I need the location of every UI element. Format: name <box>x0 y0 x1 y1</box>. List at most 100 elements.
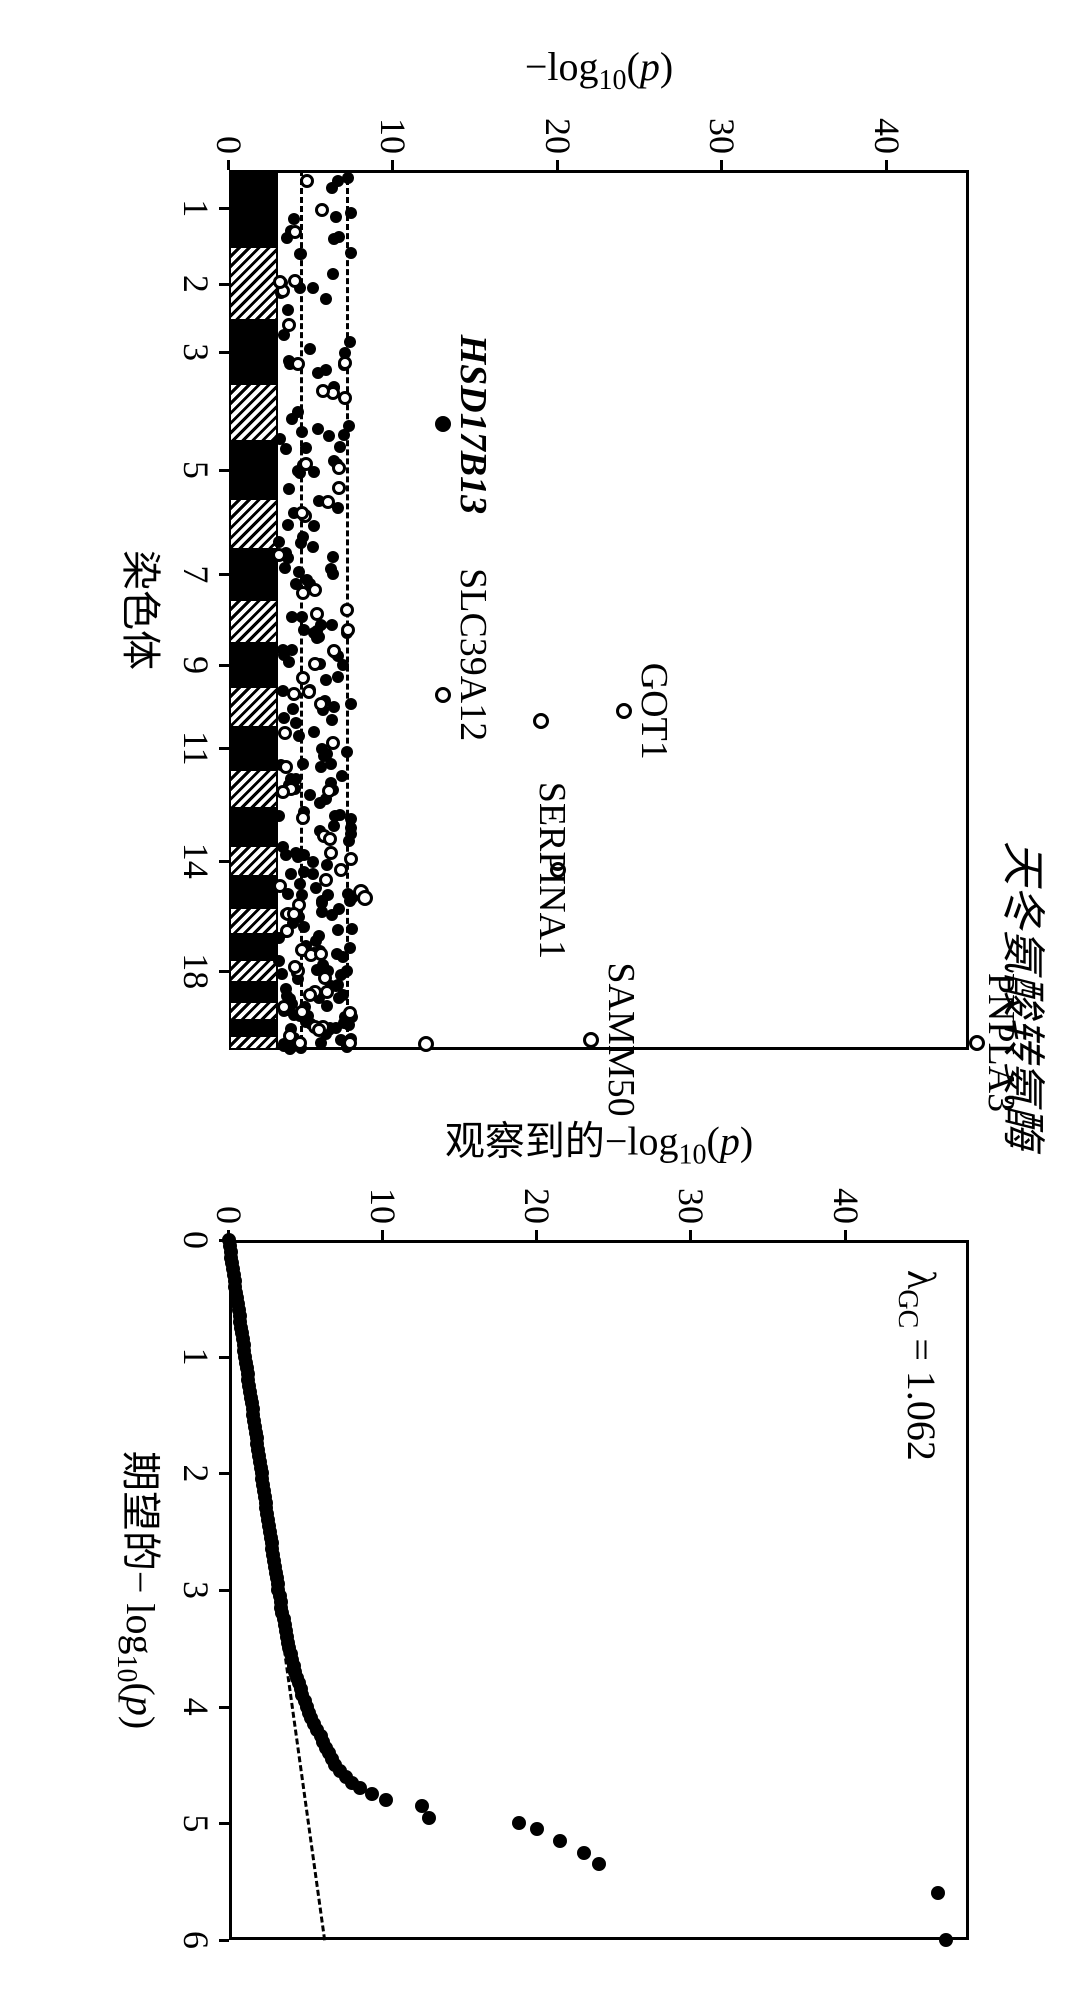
manhattan-point <box>293 1036 307 1050</box>
manhattan-point <box>296 426 308 438</box>
manhattan-point <box>278 726 292 740</box>
manhattan-point <box>297 758 309 770</box>
x-tick-label: 5 <box>175 461 217 479</box>
y-tick <box>227 160 230 170</box>
manhattan-point <box>279 562 291 574</box>
manhattan-point <box>320 985 334 999</box>
manhattan-point <box>296 611 308 623</box>
qq-point <box>512 1816 526 1830</box>
manhattan-point <box>277 1000 291 1014</box>
y-tick-label: 20 <box>537 118 579 154</box>
chrom-bar <box>229 1035 278 1050</box>
manhattan-point <box>311 625 323 637</box>
x-tick-label: 1 <box>175 199 217 217</box>
manhattan-point <box>324 832 338 846</box>
manhattan-point <box>343 420 355 432</box>
y-tick-label: 30 <box>671 1188 713 1224</box>
y-tick-label: 40 <box>825 1188 867 1224</box>
manhattan-hit <box>435 416 451 432</box>
manhattan-point <box>332 671 344 683</box>
x-tick <box>219 1472 229 1475</box>
manhattan-point <box>328 233 340 245</box>
chrom-bar <box>229 809 278 844</box>
x-tick-label: 9 <box>175 656 217 674</box>
manhattan-point <box>332 924 344 936</box>
chrom-bar <box>229 686 278 727</box>
qq-point <box>553 1834 567 1848</box>
x-tick <box>219 1706 229 1709</box>
x-tick <box>219 283 229 286</box>
manhattan-point <box>321 1000 333 1012</box>
manhattan-point <box>337 951 349 963</box>
manhattan-point <box>342 172 354 184</box>
chrom-bar <box>229 498 278 550</box>
manhattan-point <box>334 863 348 877</box>
manhattan-point <box>344 852 358 866</box>
manhattan-point <box>282 318 296 332</box>
manhattan-point <box>341 623 355 637</box>
manhattan-point <box>319 873 333 887</box>
manhattan-point <box>308 583 322 597</box>
manhattan-point <box>341 746 353 758</box>
x-tick <box>219 1589 229 1592</box>
y-tick-label: 0 <box>208 1206 250 1224</box>
manhattan-point <box>338 391 352 405</box>
x-tick-label: 5 <box>175 1814 217 1832</box>
manhattan-hit <box>418 1036 434 1052</box>
qq-plot: 0123456010203040观察到的−log10(p)期望的− log10(… <box>229 1240 969 1940</box>
y-tick <box>535 1230 538 1240</box>
manhattan-point <box>283 656 295 668</box>
manhattan-point <box>308 726 320 738</box>
manhattan-point <box>310 607 324 621</box>
x-tick-label: 2 <box>175 275 217 293</box>
x-tick <box>219 664 229 667</box>
chrom-bar <box>229 550 278 599</box>
chrom-bar <box>229 1001 278 1020</box>
manhattan-point <box>298 921 310 933</box>
x-tick <box>219 351 229 354</box>
manhattan-point <box>313 930 325 942</box>
manhattan-point <box>337 659 349 671</box>
gene-label-pnpla3: PNPLA3 <box>979 973 1023 1112</box>
manhattan-point <box>308 657 322 671</box>
x-tick <box>219 1356 229 1359</box>
manhattan-point <box>273 955 285 967</box>
x-tick <box>219 573 229 576</box>
x-tick <box>219 860 229 863</box>
manhattan-point <box>324 846 338 860</box>
manhattan-point <box>333 992 345 1004</box>
manhattan-point <box>287 687 301 701</box>
qq-point <box>365 1787 379 1801</box>
chrom-bar <box>229 1021 278 1035</box>
x-tick-label: 1 <box>175 1348 217 1366</box>
manhattan-point <box>315 1037 327 1049</box>
chrom-bar <box>229 728 278 769</box>
qq-point <box>422 1811 436 1825</box>
manhattan-point <box>296 811 310 825</box>
y-tick-label: 20 <box>516 1188 558 1224</box>
manhattan-point <box>300 174 314 188</box>
manhattan-point <box>346 923 358 935</box>
manhattan-point <box>320 674 332 686</box>
manhattan-point <box>273 879 287 893</box>
x-tick-label: 4 <box>175 1698 217 1716</box>
chrom-bar <box>229 246 278 321</box>
manhattan-point <box>328 820 340 832</box>
manhattan-point <box>286 413 298 425</box>
chrom-bar <box>229 599 278 644</box>
manhattan-point <box>287 703 299 715</box>
manhattan-point <box>307 856 319 868</box>
chrom-bar <box>229 877 278 907</box>
y-tick <box>885 160 888 170</box>
x-tick-label: 18 <box>175 953 217 989</box>
manhattan-point <box>327 644 341 658</box>
manhattan-point <box>293 730 305 742</box>
y-tick-label: 0 <box>208 136 250 154</box>
chrom-bar <box>229 845 278 877</box>
manhattan-point <box>307 282 319 294</box>
qq-point <box>592 1857 606 1871</box>
manhattan-point <box>307 541 319 553</box>
gene-label-serpina1: SERPINA1 <box>530 782 574 959</box>
manhattan-point <box>314 797 326 809</box>
y-tick-label: 10 <box>362 1188 404 1224</box>
